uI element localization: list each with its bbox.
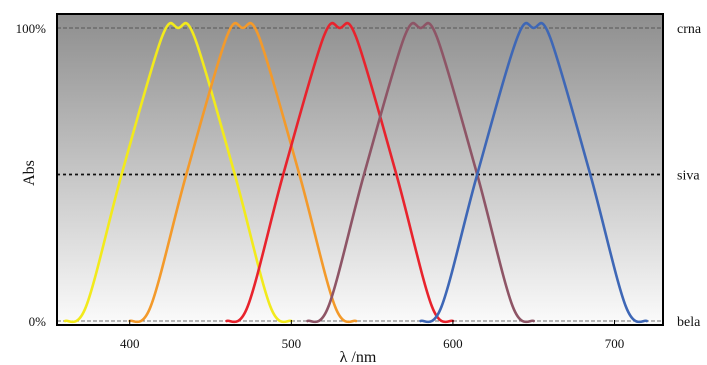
x-tick-label: 400	[120, 336, 140, 351]
y-tick-label: 100%	[16, 21, 47, 36]
x-tick-label: 700	[605, 336, 625, 351]
x-tick-label: 500	[282, 336, 302, 351]
series-curve-4	[306, 21, 535, 324]
right-label-crna: crna	[677, 22, 702, 37]
absorption-curves	[63, 21, 649, 324]
y-axis-ticks: 0% 100%	[16, 21, 47, 329]
x-axis-ticks: 400 500 600 700	[120, 320, 624, 351]
reference-lines	[57, 27, 663, 322]
x-tick-label: 600	[443, 336, 463, 351]
series-curve-5	[419, 21, 649, 324]
plot-frame	[56, 13, 664, 326]
right-side-labels: crna siva bela	[677, 22, 702, 330]
series-curve-2	[128, 21, 358, 324]
x-axis-label: λ /nm	[340, 349, 377, 365]
right-label-siva: siva	[677, 169, 700, 184]
plot-background	[57, 14, 663, 325]
series-curve-1	[63, 21, 293, 324]
y-tick-label: 0%	[29, 314, 47, 329]
y-axis-label: Abs	[21, 160, 38, 186]
right-label-bela: bela	[677, 315, 701, 330]
series-curve-3	[225, 21, 455, 324]
